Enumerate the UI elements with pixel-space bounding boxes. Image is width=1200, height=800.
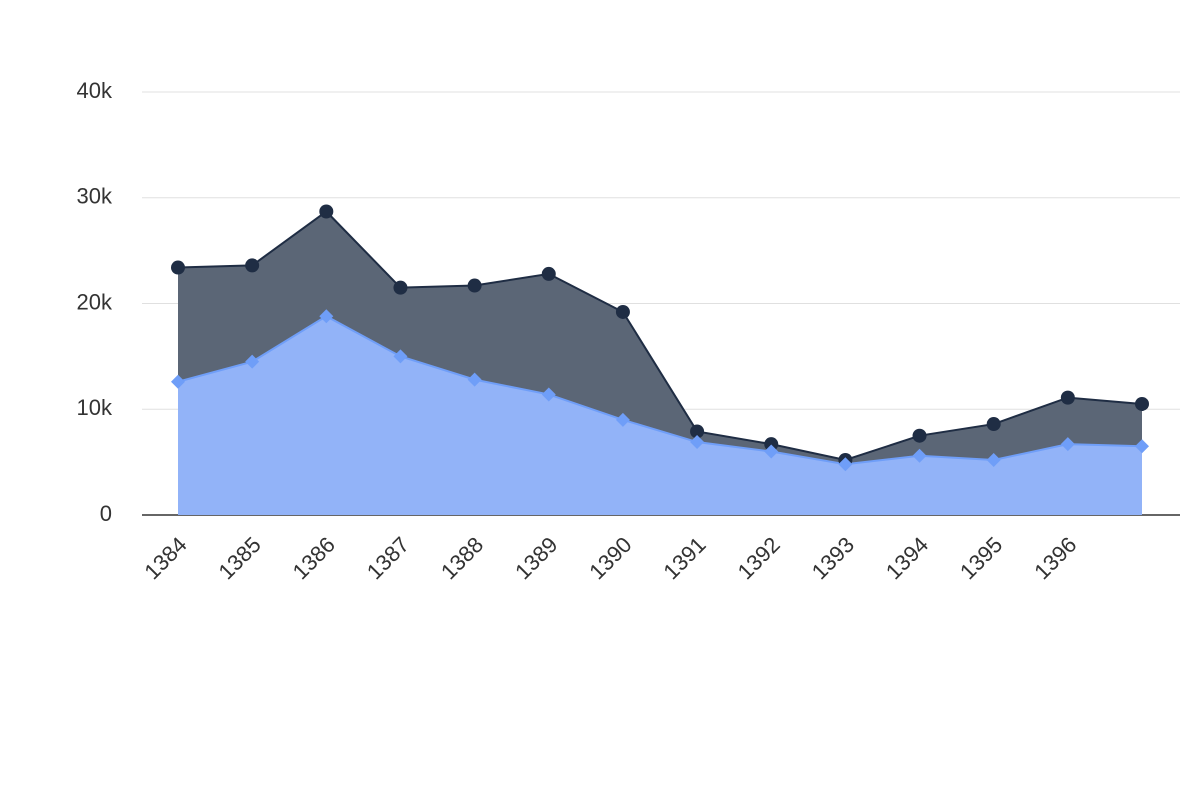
point (615, 304, 630, 319)
area-fill (178, 316, 1142, 515)
point (912, 428, 927, 443)
x-tick-label: 1393 (807, 532, 859, 584)
y-tick-label: 40k (77, 78, 113, 103)
area-line (177, 315, 1143, 466)
point (467, 278, 482, 293)
point (319, 309, 334, 324)
point (986, 417, 1001, 432)
x-tick-label: 1384 (139, 532, 191, 584)
point (171, 374, 185, 389)
point (764, 444, 779, 459)
point (690, 435, 705, 450)
point (393, 280, 408, 295)
point (319, 204, 334, 219)
point (1135, 396, 1149, 411)
point (541, 387, 556, 402)
point (986, 453, 1001, 468)
point (1060, 437, 1075, 452)
point (615, 412, 630, 427)
y-tick-label: 10k (77, 395, 113, 420)
x-tick-label: 1394 (881, 532, 933, 584)
x-tick-label: 1391 (658, 532, 710, 584)
point (467, 372, 482, 387)
x-tick-label: 1388 (436, 532, 488, 584)
y-tick-label: 20k (77, 289, 113, 314)
x-tick-label: 1390 (584, 532, 636, 584)
point (912, 448, 927, 463)
x-tick-label: 1385 (214, 532, 266, 584)
x-tick-label: 1396 (1029, 532, 1081, 584)
point (764, 437, 779, 452)
point (245, 354, 260, 369)
x-tick-label: 1387 (362, 532, 414, 584)
point (171, 260, 185, 275)
point (245, 258, 260, 273)
x-tick-label: 1389 (510, 532, 562, 584)
y-tick-label: 30k (77, 184, 113, 209)
y-tick-label: 0 (100, 501, 112, 526)
x-tick-label: 1395 (955, 532, 1007, 584)
x-tick-label: 1386 (288, 532, 340, 584)
point (1135, 439, 1149, 454)
point (393, 349, 408, 364)
point (690, 424, 705, 439)
x-tick-label: 1392 (733, 532, 785, 584)
point (838, 457, 853, 472)
point (541, 266, 556, 281)
point (1060, 390, 1075, 405)
area-line (177, 210, 1143, 462)
